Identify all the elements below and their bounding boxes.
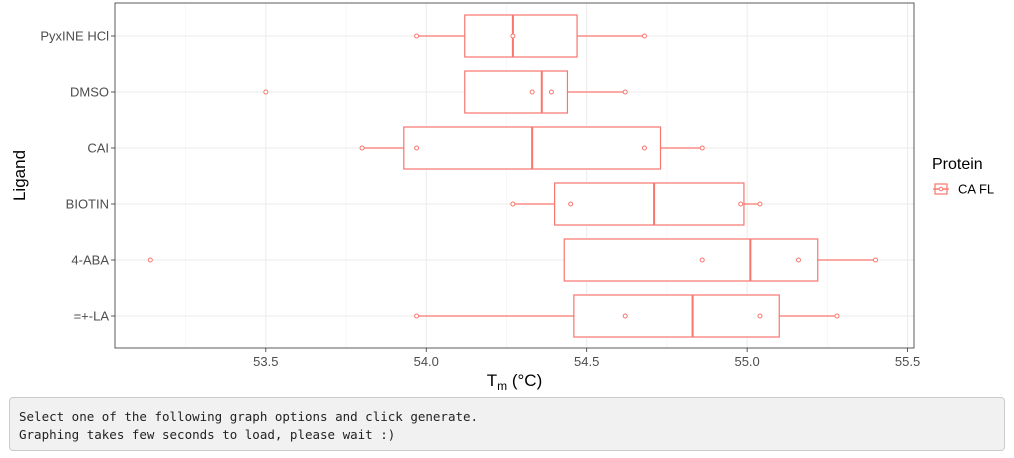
legend: Protein CA FL bbox=[932, 156, 994, 197]
legend-key-point bbox=[938, 186, 944, 192]
data-point bbox=[872, 257, 878, 263]
status-message-box: Select one of the following graph option… bbox=[9, 397, 1005, 451]
data-point bbox=[699, 145, 705, 151]
y-tick-label: BIOTIN bbox=[66, 197, 109, 212]
data-point bbox=[414, 33, 420, 39]
box-iqr bbox=[464, 14, 578, 58]
box-group bbox=[147, 238, 878, 282]
y-tick-label: CAI bbox=[87, 141, 109, 156]
data-point bbox=[834, 313, 840, 319]
x-tick-label: 54.0 bbox=[414, 354, 439, 369]
data-point bbox=[529, 89, 535, 95]
box-iqr bbox=[554, 182, 745, 226]
box-group bbox=[510, 182, 763, 226]
x-tick-label: 55.0 bbox=[734, 354, 759, 369]
data-point bbox=[757, 201, 763, 207]
legend-label: CA FL bbox=[958, 182, 994, 197]
box-group bbox=[414, 14, 647, 58]
legend-key bbox=[933, 183, 949, 195]
data-point bbox=[568, 201, 574, 207]
data-point bbox=[757, 313, 763, 319]
data-point bbox=[414, 313, 420, 319]
x-tick-label: 54.5 bbox=[574, 354, 599, 369]
box-group bbox=[414, 294, 840, 338]
data-point bbox=[510, 201, 516, 207]
y-tick-label: =+-LA bbox=[74, 309, 110, 324]
data-point bbox=[641, 33, 647, 39]
y-axis-title: Ligand bbox=[10, 150, 29, 201]
box-group bbox=[263, 70, 628, 114]
legend-title: Protein bbox=[932, 156, 983, 173]
status-message-line-2: Graphing takes few seconds to load, plea… bbox=[19, 427, 396, 442]
y-tick-label: PyxINE HCl bbox=[40, 29, 109, 44]
data-point bbox=[699, 257, 705, 263]
data-point bbox=[641, 145, 647, 151]
chart-svg: 53.5 54.0 54.5 55.0 55.5 PyxINE HCl DMSO CAI BIO… bbox=[10, 2, 994, 391]
data-point bbox=[548, 89, 554, 95]
box-iqr bbox=[563, 238, 819, 282]
axis-layer: 53.5 54.0 54.5 55.0 55.5 PyxINE HCl DMSO CAI BIO… bbox=[10, 29, 920, 391]
x-axis-title: Tm (°C) bbox=[487, 371, 543, 390]
data-point bbox=[622, 313, 628, 319]
box-iqr bbox=[573, 294, 780, 338]
grid-layer bbox=[115, 3, 914, 348]
data-point bbox=[263, 89, 269, 95]
y-tick-label: DMSO bbox=[70, 85, 109, 100]
data-point bbox=[795, 257, 801, 263]
data-point bbox=[622, 89, 628, 95]
data-point bbox=[147, 257, 153, 263]
data-point bbox=[738, 201, 744, 207]
plot-panel-border bbox=[114, 2, 915, 349]
x-tick-label: 55.5 bbox=[895, 354, 920, 369]
data-point bbox=[359, 145, 365, 151]
box-group bbox=[359, 126, 705, 170]
boxplot-chart: 53.5 54.0 54.5 55.0 55.5 PyxINE HCl DMSO CAI BIO… bbox=[10, 2, 994, 391]
plot-panel-background bbox=[115, 3, 914, 348]
y-tick-label: 4-ABA bbox=[71, 253, 109, 268]
data-point bbox=[510, 33, 516, 39]
box-layer bbox=[147, 14, 878, 338]
status-message-line-1: Select one of the following graph option… bbox=[19, 409, 479, 424]
x-tick-label: 53.5 bbox=[253, 354, 278, 369]
data-point bbox=[414, 145, 420, 151]
